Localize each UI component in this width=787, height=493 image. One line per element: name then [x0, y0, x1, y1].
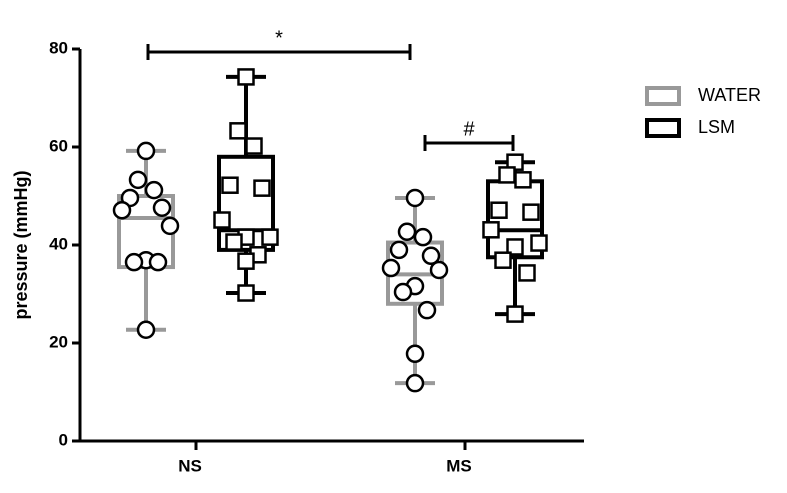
- point: [405, 373, 425, 393]
- point: [148, 252, 168, 272]
- x-tick-label: MS: [446, 456, 472, 475]
- point: [530, 234, 548, 252]
- x-tick-label: NS: [178, 456, 202, 475]
- point: [237, 284, 255, 302]
- point: [225, 233, 243, 251]
- legend-label: WATER: [698, 85, 761, 105]
- box: [217, 154, 275, 252]
- point: [152, 198, 172, 218]
- point: [397, 222, 417, 242]
- point: [522, 203, 540, 221]
- annotation: #: [463, 118, 475, 140]
- y-tick-label: 80: [49, 38, 68, 57]
- point: [136, 320, 156, 340]
- legend-label: LSM: [698, 117, 735, 137]
- point: [237, 252, 255, 270]
- point: [405, 188, 425, 208]
- legend-swatch: [645, 118, 681, 138]
- annotation: *: [275, 27, 283, 49]
- point: [112, 200, 132, 220]
- y-tick-label: 0: [59, 430, 68, 449]
- point: [506, 238, 524, 256]
- y-tick-label: 40: [49, 234, 68, 253]
- point: [136, 141, 156, 161]
- point: [245, 137, 263, 155]
- point: [128, 170, 148, 190]
- y-axis-label: pressure (mmHg): [11, 170, 31, 319]
- point: [389, 240, 409, 260]
- point: [518, 264, 536, 282]
- y-tick-label: 20: [49, 332, 68, 351]
- y-tick-label: 60: [49, 136, 68, 155]
- point: [213, 211, 231, 229]
- point: [237, 68, 255, 86]
- point: [253, 179, 271, 197]
- point: [261, 228, 279, 246]
- point: [482, 221, 500, 239]
- point: [421, 246, 441, 266]
- point: [160, 216, 180, 236]
- point: [393, 282, 413, 302]
- point: [498, 166, 516, 184]
- legend-swatch: [645, 86, 681, 106]
- point: [429, 260, 449, 280]
- point: [405, 344, 425, 364]
- point: [381, 258, 401, 278]
- point: [494, 251, 512, 269]
- point: [514, 171, 532, 189]
- point: [229, 122, 247, 140]
- point: [490, 201, 508, 219]
- point: [506, 305, 524, 323]
- point: [417, 300, 437, 320]
- point: [144, 180, 164, 200]
- point: [221, 176, 239, 194]
- point: [413, 227, 433, 247]
- point: [124, 252, 144, 272]
